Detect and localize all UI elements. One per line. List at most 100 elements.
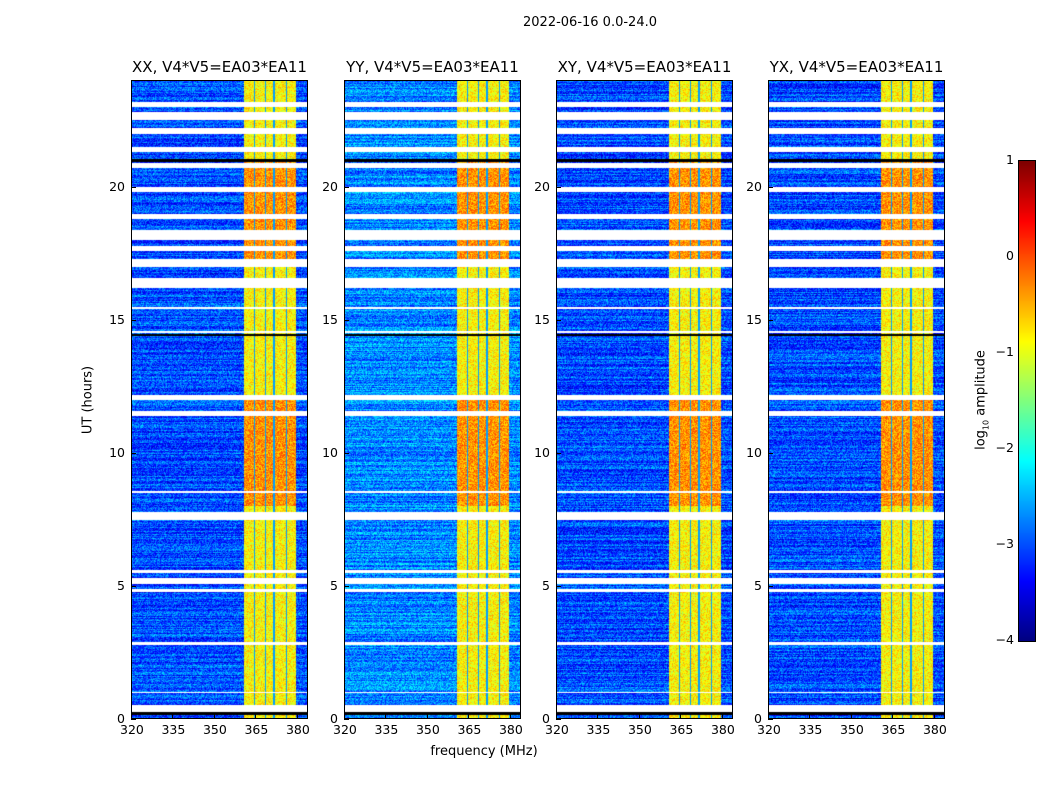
x-tick-mark	[344, 714, 345, 719]
x-tick-mark	[680, 714, 682, 719]
y-tick-label: 0	[330, 711, 338, 726]
x-tick-label: 380	[285, 722, 310, 737]
x-tick-mark	[638, 714, 640, 719]
x-tick-label: 350	[202, 722, 227, 737]
y-tick-label: 0	[754, 711, 762, 726]
y-tick-label: 20	[322, 178, 338, 194]
y-tick-label: 0	[117, 711, 125, 726]
y-tick-label: 15	[109, 311, 125, 327]
panel-title: YX, V4*V5=EA03*EA11	[769, 58, 944, 76]
y-tick-mark	[556, 319, 561, 321]
y-tick-label: 20	[109, 178, 125, 194]
colorbar-tick-label: −2	[995, 440, 1014, 455]
x-tick-mark	[296, 714, 298, 719]
x-tick-mark	[255, 714, 257, 719]
y-tick-mark	[344, 186, 349, 188]
figure-title: 2022-06-16 0.0-24.0	[523, 15, 657, 30]
x-tick-mark	[426, 714, 428, 719]
x-tick-label: 365	[669, 722, 694, 737]
x-tick-label: 335	[374, 722, 399, 737]
y-tick-label: 5	[330, 577, 338, 593]
y-tick-mark	[344, 319, 349, 321]
x-tick-label: 320	[333, 722, 357, 737]
colorbar	[1018, 160, 1036, 642]
panel-title: YY, V4*V5=EA03*EA11	[346, 58, 519, 76]
y-tick-mark	[344, 585, 349, 587]
panel-yy: YY, V4*V5=EA03*EA11 320 335 350 365 380 0 5 10 1…	[322, 58, 523, 737]
x-tick-mark	[468, 714, 470, 719]
colorbar-tick-label: 0	[1006, 248, 1014, 263]
y-tick-label: 10	[109, 444, 125, 460]
x-tick-label: 335	[586, 722, 611, 737]
spectrogram-heatmap	[768, 80, 945, 719]
x-tick-mark	[172, 714, 174, 719]
y-tick-label: 5	[542, 577, 550, 593]
y-tick-label: 15	[746, 311, 762, 327]
x-tick-label: 350	[415, 722, 440, 737]
y-tick-mark	[768, 186, 773, 188]
y-tick-mark	[768, 452, 773, 454]
x-tick-label: 320	[120, 722, 144, 737]
x-tick-mark	[131, 714, 132, 719]
x-tick-label: 365	[881, 722, 906, 737]
y-tick-mark	[131, 585, 136, 587]
x-tick-mark	[509, 714, 511, 719]
y-tick-label: 20	[746, 178, 762, 194]
x-tick-mark	[933, 714, 935, 719]
x-tick-mark	[213, 714, 215, 719]
x-tick-label: 380	[498, 722, 523, 737]
y-tick-label: 10	[322, 444, 338, 460]
y-tick-label: 5	[754, 577, 762, 593]
y-tick-mark	[131, 452, 136, 454]
y-tick-label: 15	[534, 311, 550, 327]
x-tick-label: 335	[161, 722, 186, 737]
y-tick-mark	[131, 186, 136, 188]
x-tick-label: 380	[922, 722, 947, 737]
y-tick-label: 10	[746, 444, 762, 460]
x-tick-mark	[892, 714, 894, 719]
panel-title: XX, V4*V5=EA03*EA11	[132, 58, 307, 76]
x-tick-label: 335	[798, 722, 823, 737]
y-tick-mark	[768, 319, 773, 321]
spectrogram-heatmap	[344, 80, 521, 719]
x-tick-mark	[768, 714, 769, 719]
y-tick-label: 15	[322, 311, 338, 327]
x-tick-mark	[721, 714, 723, 719]
y-tick-mark	[344, 719, 349, 720]
x-tick-mark	[809, 714, 811, 719]
x-tick-label: 350	[627, 722, 652, 737]
panel-xx: XX, V4*V5=EA03*EA11 320 335 350 365 380 0 5 10 1…	[109, 58, 310, 737]
y-tick-mark	[556, 452, 561, 454]
colorbar-tick-label: 1	[1006, 152, 1014, 167]
x-tick-mark	[597, 714, 599, 719]
y-tick-mark	[131, 719, 136, 720]
x-tick-label: 380	[710, 722, 735, 737]
y-tick-label: 20	[534, 178, 550, 194]
y-tick-mark	[768, 719, 773, 720]
y-tick-label: 0	[542, 711, 550, 726]
y-tick-mark	[344, 452, 349, 454]
x-tick-label: 350	[839, 722, 864, 737]
colorbar-label: log10 amplitude	[973, 350, 991, 450]
x-tick-label: 320	[757, 722, 781, 737]
x-tick-mark	[556, 714, 557, 719]
colorbar-tick-label: −3	[995, 536, 1014, 551]
y-tick-mark	[556, 186, 561, 188]
panel-yx: YX, V4*V5=EA03*EA11 320 335 350 365 380 0 5 10 1…	[746, 58, 947, 737]
x-tick-mark	[385, 714, 387, 719]
y-tick-mark	[556, 719, 561, 720]
panel-title: XY, V4*V5=EA03*EA11	[557, 58, 732, 76]
y-tick-mark	[131, 319, 136, 321]
spectrogram-heatmap	[556, 80, 733, 719]
x-tick-label: 365	[244, 722, 269, 737]
spectrogram-heatmap	[131, 80, 308, 719]
x-tick-label: 320	[545, 722, 569, 737]
y-axis-label: UT (hours)	[80, 365, 96, 435]
x-tick-label: 365	[457, 722, 482, 737]
y-tick-mark	[556, 585, 561, 587]
y-tick-label: 10	[534, 444, 550, 460]
panel-xy: XY, V4*V5=EA03*EA11 320 335 350 365 380 0 5 10 1…	[534, 58, 735, 737]
x-tick-mark	[850, 714, 852, 719]
x-axis-label: frequency (MHz)	[430, 744, 538, 759]
